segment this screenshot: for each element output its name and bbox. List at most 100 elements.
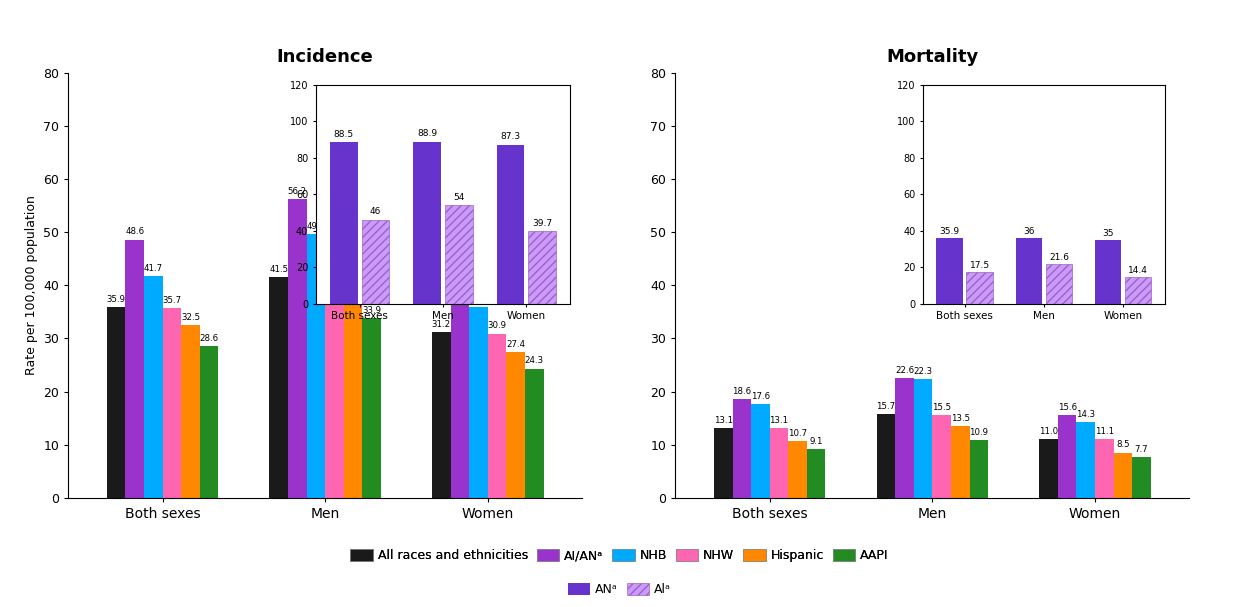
Bar xyxy=(807,449,825,498)
Text: 15.5: 15.5 xyxy=(932,403,952,412)
Text: 7.7: 7.7 xyxy=(1135,445,1149,453)
Bar xyxy=(1046,264,1072,304)
Bar xyxy=(413,141,441,304)
Text: 21.6: 21.6 xyxy=(1049,253,1069,262)
Legend: ANᵃ, Alᵃ: ANᵃ, Alᵃ xyxy=(563,577,676,601)
Text: 13.1: 13.1 xyxy=(714,416,732,425)
Text: 35: 35 xyxy=(1103,229,1114,238)
Bar xyxy=(788,441,807,498)
Text: 38.8: 38.8 xyxy=(343,279,363,288)
Bar xyxy=(1040,439,1058,498)
Bar xyxy=(343,292,362,498)
Bar xyxy=(107,307,125,498)
Bar xyxy=(969,440,989,498)
Bar xyxy=(445,205,473,304)
Text: 31.2: 31.2 xyxy=(432,320,451,329)
Text: 41.7: 41.7 xyxy=(144,264,162,273)
Bar xyxy=(497,144,524,304)
Bar xyxy=(362,220,389,304)
Text: 36: 36 xyxy=(1023,227,1035,236)
Text: 35.9: 35.9 xyxy=(107,295,125,304)
Text: 13.1: 13.1 xyxy=(769,416,788,425)
Bar xyxy=(306,234,325,498)
Text: 18.6: 18.6 xyxy=(732,387,751,396)
Text: 32.5: 32.5 xyxy=(181,313,199,322)
Text: 22.3: 22.3 xyxy=(913,367,933,376)
Bar xyxy=(488,334,507,498)
Bar xyxy=(362,317,380,498)
Bar xyxy=(714,428,732,498)
Bar xyxy=(1016,238,1042,304)
Bar xyxy=(287,199,306,498)
Text: 35.9: 35.9 xyxy=(939,227,959,236)
Text: 49.6: 49.6 xyxy=(306,222,326,231)
Text: 22.6: 22.6 xyxy=(895,365,914,375)
Bar xyxy=(330,142,358,304)
Text: 87.3: 87.3 xyxy=(501,132,520,141)
Text: 14.3: 14.3 xyxy=(1077,410,1095,419)
Text: 15.7: 15.7 xyxy=(876,402,896,411)
Text: 41.5: 41.5 xyxy=(269,265,289,274)
Bar xyxy=(144,276,162,498)
Text: 24.3: 24.3 xyxy=(525,356,544,365)
Bar xyxy=(325,280,343,498)
Bar xyxy=(199,346,218,498)
Bar xyxy=(914,379,933,498)
Bar xyxy=(1077,422,1095,498)
Text: 15.6: 15.6 xyxy=(1058,402,1077,412)
Text: 11.1: 11.1 xyxy=(1095,427,1114,436)
Text: 54: 54 xyxy=(453,192,465,202)
Text: 41.0: 41.0 xyxy=(325,268,344,277)
Text: 35.9: 35.9 xyxy=(470,295,488,304)
Bar xyxy=(125,240,144,498)
Bar xyxy=(470,307,488,498)
Text: 88.9: 88.9 xyxy=(418,129,437,138)
Bar xyxy=(769,428,788,498)
Bar xyxy=(162,308,181,498)
Text: 88.5: 88.5 xyxy=(333,130,354,139)
Text: 39.7: 39.7 xyxy=(532,219,553,228)
Text: 17.6: 17.6 xyxy=(751,392,769,401)
Text: 30.9: 30.9 xyxy=(488,322,507,330)
Bar xyxy=(751,404,769,498)
Y-axis label: Rate per 100,000 population: Rate per 100,000 population xyxy=(25,195,37,375)
Text: 11.0: 11.0 xyxy=(1040,427,1058,436)
Text: 10.9: 10.9 xyxy=(969,428,989,436)
Bar xyxy=(876,415,895,498)
Title: Incidence: Incidence xyxy=(276,48,374,66)
Bar xyxy=(269,277,287,498)
Text: 46: 46 xyxy=(369,207,382,216)
Text: 28.6: 28.6 xyxy=(199,334,218,342)
Bar xyxy=(432,332,451,498)
Bar xyxy=(952,426,969,498)
Bar xyxy=(507,352,525,498)
Bar xyxy=(1095,439,1114,498)
Bar xyxy=(1114,453,1132,498)
Bar xyxy=(181,325,199,498)
Bar xyxy=(1132,457,1151,498)
Bar xyxy=(451,272,470,498)
Bar xyxy=(1058,415,1077,498)
Text: 10.7: 10.7 xyxy=(788,429,807,438)
Bar xyxy=(732,399,751,498)
Text: 42.5: 42.5 xyxy=(451,260,470,269)
Text: 48.6: 48.6 xyxy=(125,228,144,236)
Text: 35.7: 35.7 xyxy=(162,296,181,305)
Bar xyxy=(895,378,914,498)
Title: Mortality: Mortality xyxy=(886,48,979,66)
Bar xyxy=(966,272,992,304)
Text: 13.5: 13.5 xyxy=(950,414,970,423)
Bar xyxy=(937,238,963,304)
Text: 27.4: 27.4 xyxy=(507,340,525,349)
Legend: All races and ethnicities, AI/ANᵃ, NHB, NHW, Hispanic, AAPI: All races and ethnicities, AI/ANᵃ, NHB, … xyxy=(346,544,893,568)
Bar xyxy=(525,368,544,498)
Bar xyxy=(932,415,952,498)
Bar xyxy=(1125,277,1151,304)
Text: 17.5: 17.5 xyxy=(970,261,990,270)
Bar xyxy=(528,231,556,304)
Text: 8.5: 8.5 xyxy=(1116,441,1130,449)
Bar xyxy=(1095,240,1121,304)
Text: 9.1: 9.1 xyxy=(809,437,823,446)
Text: 14.4: 14.4 xyxy=(1129,266,1149,276)
Text: 56.2: 56.2 xyxy=(287,187,307,196)
